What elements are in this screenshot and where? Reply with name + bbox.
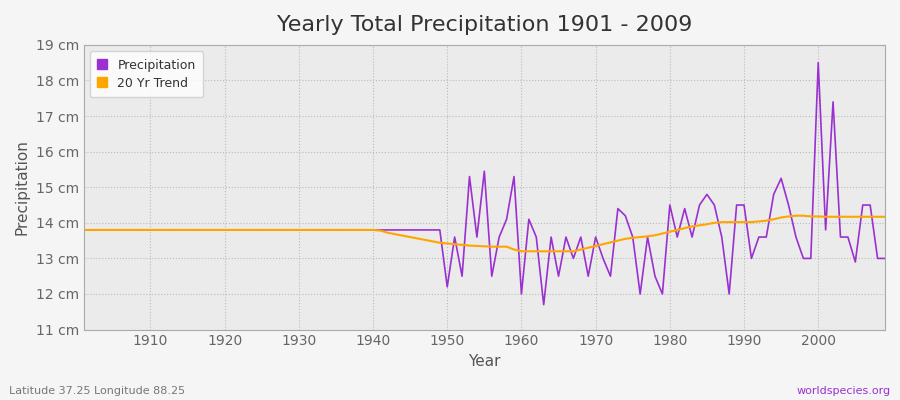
20 Yr Trend — [346, 228, 356, 232]
20 Yr Trend — [524, 249, 535, 254]
20 Yr Trend — [613, 238, 624, 243]
Line: Precipitation: Precipitation — [84, 63, 885, 305]
Precipitation — [538, 302, 549, 307]
Precipitation — [516, 292, 526, 296]
20 Yr Trend — [78, 228, 89, 232]
20 Yr Trend — [516, 249, 526, 254]
Text: worldspecies.org: worldspecies.org — [796, 386, 891, 396]
20 Yr Trend — [790, 213, 801, 218]
Line: 20 Yr Trend: 20 Yr Trend — [84, 216, 885, 251]
Text: Latitude 37.25 Longitude 88.25: Latitude 37.25 Longitude 88.25 — [9, 386, 185, 396]
20 Yr Trend — [508, 247, 519, 252]
20 Yr Trend — [301, 228, 311, 232]
Precipitation — [346, 228, 356, 232]
X-axis label: Year: Year — [468, 354, 500, 369]
Precipitation — [301, 228, 311, 232]
Precipitation — [613, 206, 624, 211]
Title: Yearly Total Precipitation 1901 - 2009: Yearly Total Precipitation 1901 - 2009 — [276, 15, 692, 35]
Precipitation — [78, 228, 89, 232]
Precipitation — [813, 60, 824, 65]
Precipitation — [879, 256, 890, 261]
Precipitation — [508, 174, 519, 179]
Legend: Precipitation, 20 Yr Trend: Precipitation, 20 Yr Trend — [90, 51, 203, 97]
Precipitation — [138, 228, 148, 232]
Y-axis label: Precipitation: Precipitation — [15, 139, 30, 235]
20 Yr Trend — [138, 228, 148, 232]
20 Yr Trend — [879, 214, 890, 219]
